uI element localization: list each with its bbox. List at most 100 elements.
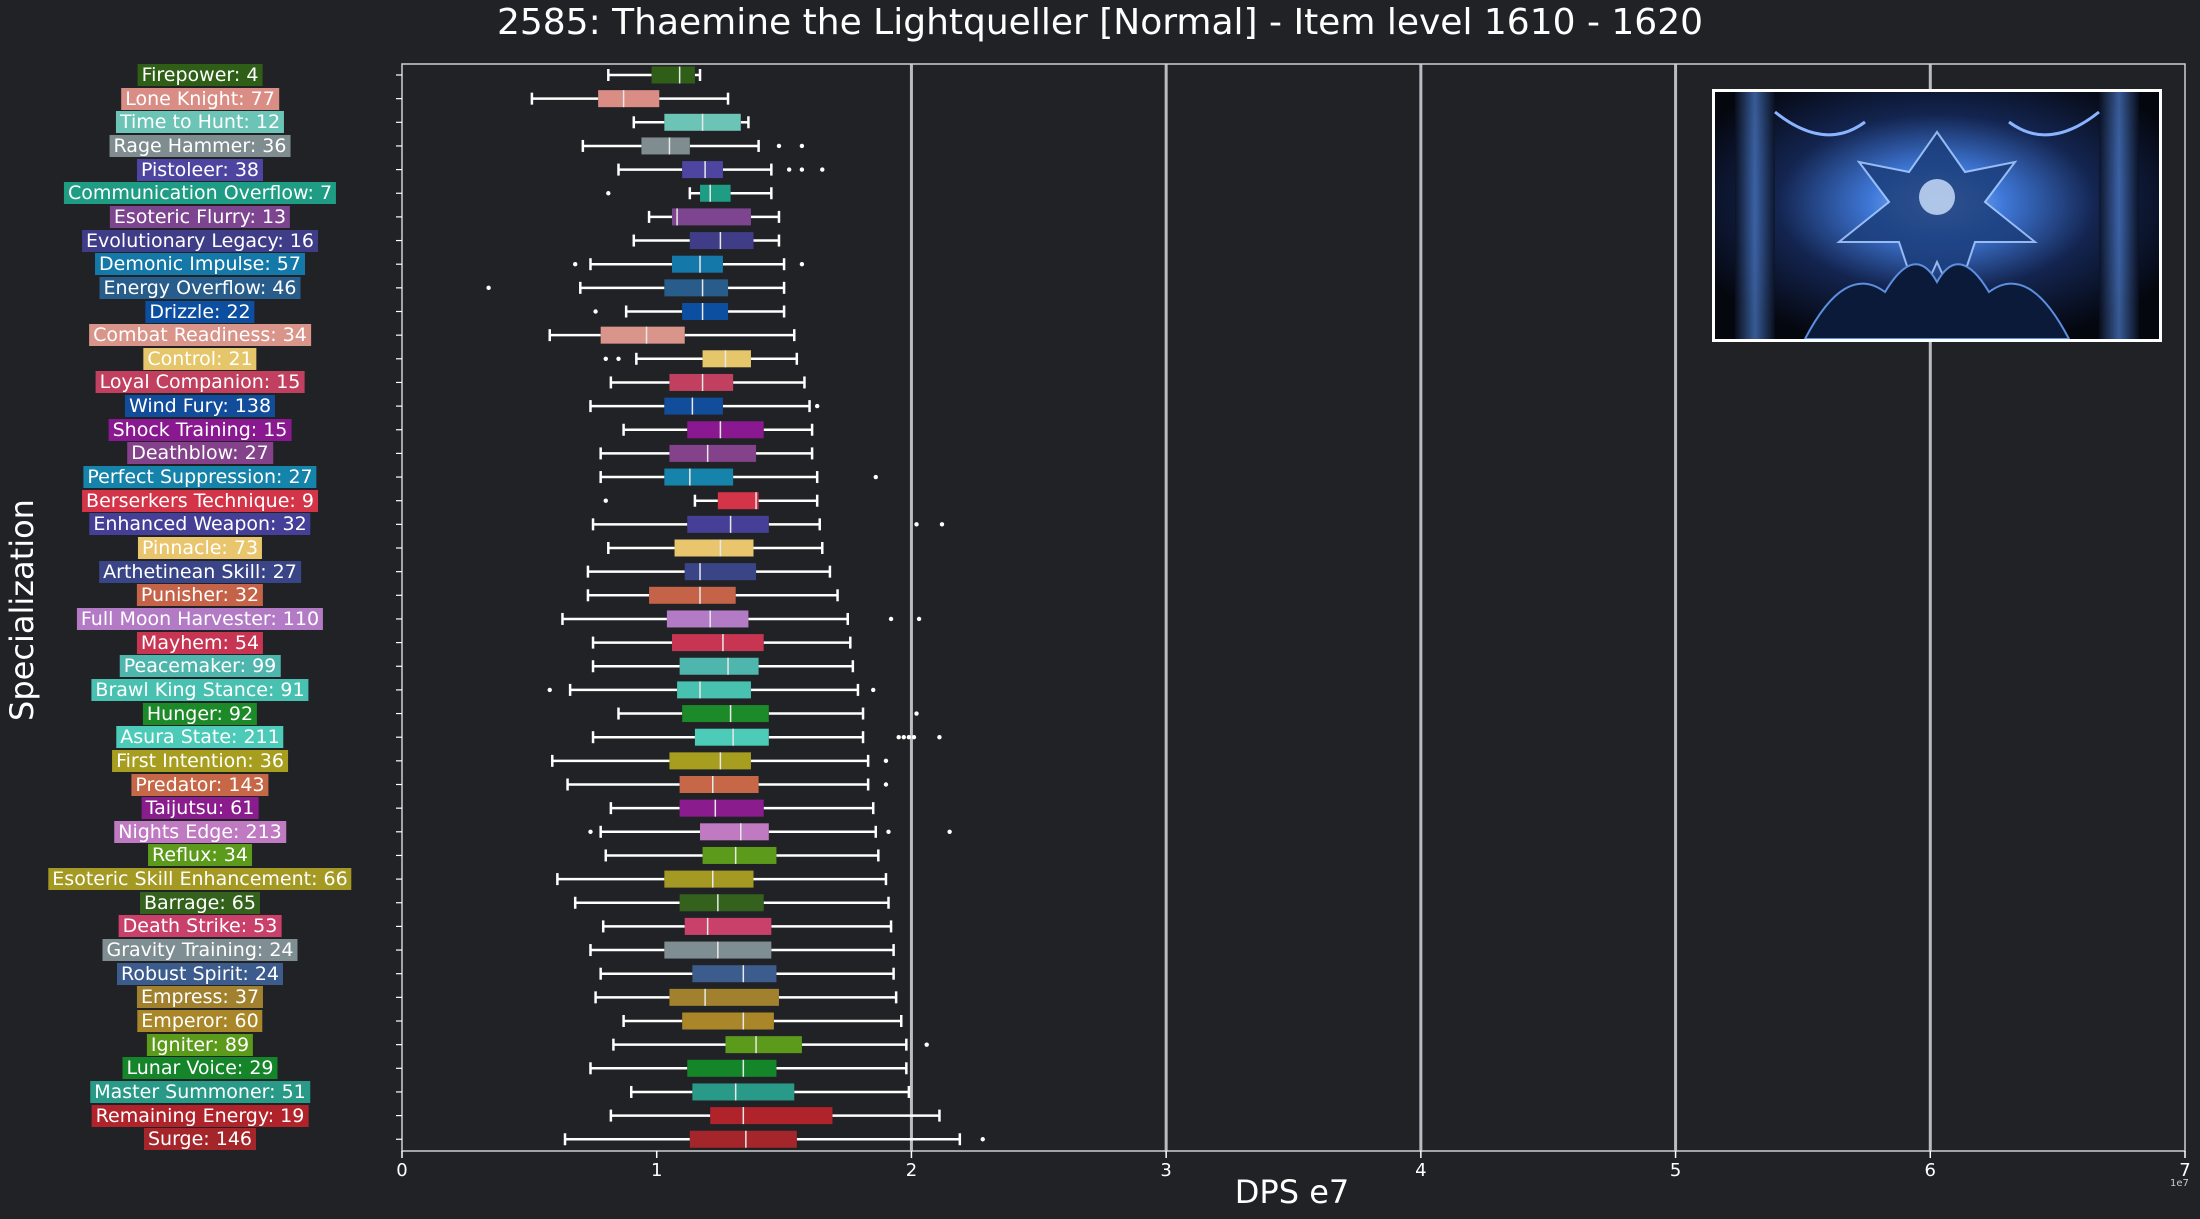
specialization-label: Surge: 146	[143, 1128, 257, 1151]
specialization-label: Pistoleer: 38	[136, 158, 264, 181]
outlier-point	[873, 474, 878, 480]
box-iqr	[694, 728, 769, 746]
specialization-label: Drizzle: 22	[145, 300, 255, 323]
outlier-point	[937, 735, 942, 740]
outlier-point	[603, 356, 608, 361]
specialization-label: Shock Training: 15	[108, 418, 292, 441]
outlier-point	[947, 829, 952, 834]
box-iqr	[682, 161, 723, 179]
specialization-label: Lunar Voice: 29	[122, 1057, 278, 1080]
x-tick-label: 7	[2179, 1160, 2191, 1181]
outlier-point	[776, 143, 782, 149]
box-iqr	[684, 917, 772, 935]
box-iqr	[651, 66, 695, 84]
box-iqr	[692, 965, 777, 983]
specialization-label: First Intention: 36	[112, 749, 288, 772]
box-iqr	[687, 515, 769, 533]
box-iqr	[669, 752, 751, 770]
box-iqr	[710, 1107, 833, 1125]
box-iqr	[641, 137, 690, 155]
specialization-label: Igniter: 89	[146, 1033, 254, 1056]
box-iqr	[666, 610, 749, 628]
outlier-point	[603, 498, 608, 503]
specialization-label: Gravity Training: 24	[102, 939, 298, 962]
outlier-point	[588, 829, 593, 834]
box-iqr	[671, 208, 751, 226]
specialization-label: Empress: 37	[136, 986, 264, 1009]
specialization-label: Remaining Energy: 19	[91, 1104, 309, 1127]
specialization-label: Control: 21	[143, 347, 257, 370]
box-iqr	[687, 1059, 777, 1077]
x-axis-scale-note: 1e7	[2170, 1178, 2189, 1189]
x-tick-label: 6	[1924, 1160, 1937, 1181]
outlier-point	[901, 735, 906, 740]
box-iqr	[682, 705, 769, 723]
boss-portrait-image	[1712, 89, 2162, 342]
box-iqr	[600, 326, 685, 344]
box-iqr	[664, 468, 734, 486]
specialization-label: Deathblow: 27	[127, 442, 273, 465]
chart-title: 2585: Thaemine the Lightqueller [Normal]…	[496, 2, 1704, 43]
specialization-label: Loyal Companion: 15	[95, 371, 305, 394]
x-tick-label: 5	[1669, 1160, 1682, 1181]
box-iqr	[725, 1036, 802, 1054]
box-iqr	[669, 444, 757, 462]
outlier-point	[888, 616, 894, 622]
specialization-label: Asura State: 211	[116, 726, 284, 749]
outlier-point	[814, 403, 820, 409]
box-iqr	[700, 823, 769, 841]
specialization-label: Berserkers Technique: 9	[82, 489, 318, 512]
outlier-point	[896, 735, 901, 740]
box-iqr	[702, 846, 777, 864]
box-iqr	[692, 1083, 795, 1101]
specialization-label: Nights Edge: 213	[114, 820, 286, 843]
outlier-point	[980, 1137, 985, 1142]
specialization-label: Lone Knight: 77	[121, 87, 279, 110]
outlier-point	[906, 735, 912, 740]
box-iqr	[682, 1012, 774, 1030]
x-tick-label: 2	[905, 1160, 918, 1181]
x-tick-label: 1	[650, 1160, 663, 1181]
specialization-label: Death Strike: 53	[118, 915, 282, 938]
specialization-label: Full Moon Harvester: 110	[76, 607, 324, 630]
box-iqr	[671, 634, 764, 652]
specialization-label: Arthetinean Skill: 27	[99, 560, 301, 583]
box-iqr	[671, 255, 723, 273]
specialization-label: Taijutsu: 61	[141, 797, 259, 820]
outlier-point	[886, 829, 891, 834]
specialization-label: Mayhem: 54	[136, 631, 264, 654]
specialization-label: Esoteric Skill Enhancement: 66	[48, 868, 352, 891]
boss-portrait-art	[1715, 92, 2159, 339]
specialization-label: Predator: 143	[131, 773, 269, 796]
outlier-point	[616, 356, 621, 361]
specialization-label: Wind Fury: 138	[124, 395, 276, 418]
specialization-label: Evolutionary Legacy: 16	[82, 229, 318, 252]
specialization-label: Hunger: 92	[142, 702, 258, 725]
specialization-label: Reflux: 34	[148, 844, 252, 867]
specialization-label: Brawl King Stance: 91	[91, 678, 309, 701]
specialization-label: Pinnacle: 73	[137, 537, 263, 559]
x-tick-label: 3	[1160, 1160, 1172, 1181]
specialization-label: Demonic Impulse: 57	[95, 253, 305, 276]
outlier-point	[799, 143, 805, 149]
outlier-point	[883, 782, 889, 787]
specialization-label: Combat Readiness: 34	[89, 324, 311, 347]
specialization-label: Peacemaker: 99	[119, 655, 281, 678]
specialization-label: Energy Overflow: 46	[99, 276, 301, 299]
specialization-label: Communication Overflow: 7	[63, 182, 337, 205]
box-iqr	[689, 232, 754, 250]
box-iqr	[669, 988, 779, 1006]
x-tick-label: 0	[396, 1160, 408, 1181]
specialization-label: Perfect Suppression: 27	[83, 466, 317, 489]
box-iqr	[700, 184, 731, 202]
outlier-point	[916, 616, 922, 622]
specialization-label: Rage Hammer: 36	[109, 134, 291, 157]
outlier-point	[573, 262, 578, 267]
box-iqr	[687, 421, 764, 439]
outlier-point	[924, 1042, 929, 1047]
specialization-label: Firepower: 4	[137, 64, 263, 86]
specialization-label: Punisher: 32	[136, 584, 264, 607]
outlier-point	[786, 167, 792, 172]
outlier-point	[911, 735, 917, 740]
box-iqr	[702, 350, 751, 368]
